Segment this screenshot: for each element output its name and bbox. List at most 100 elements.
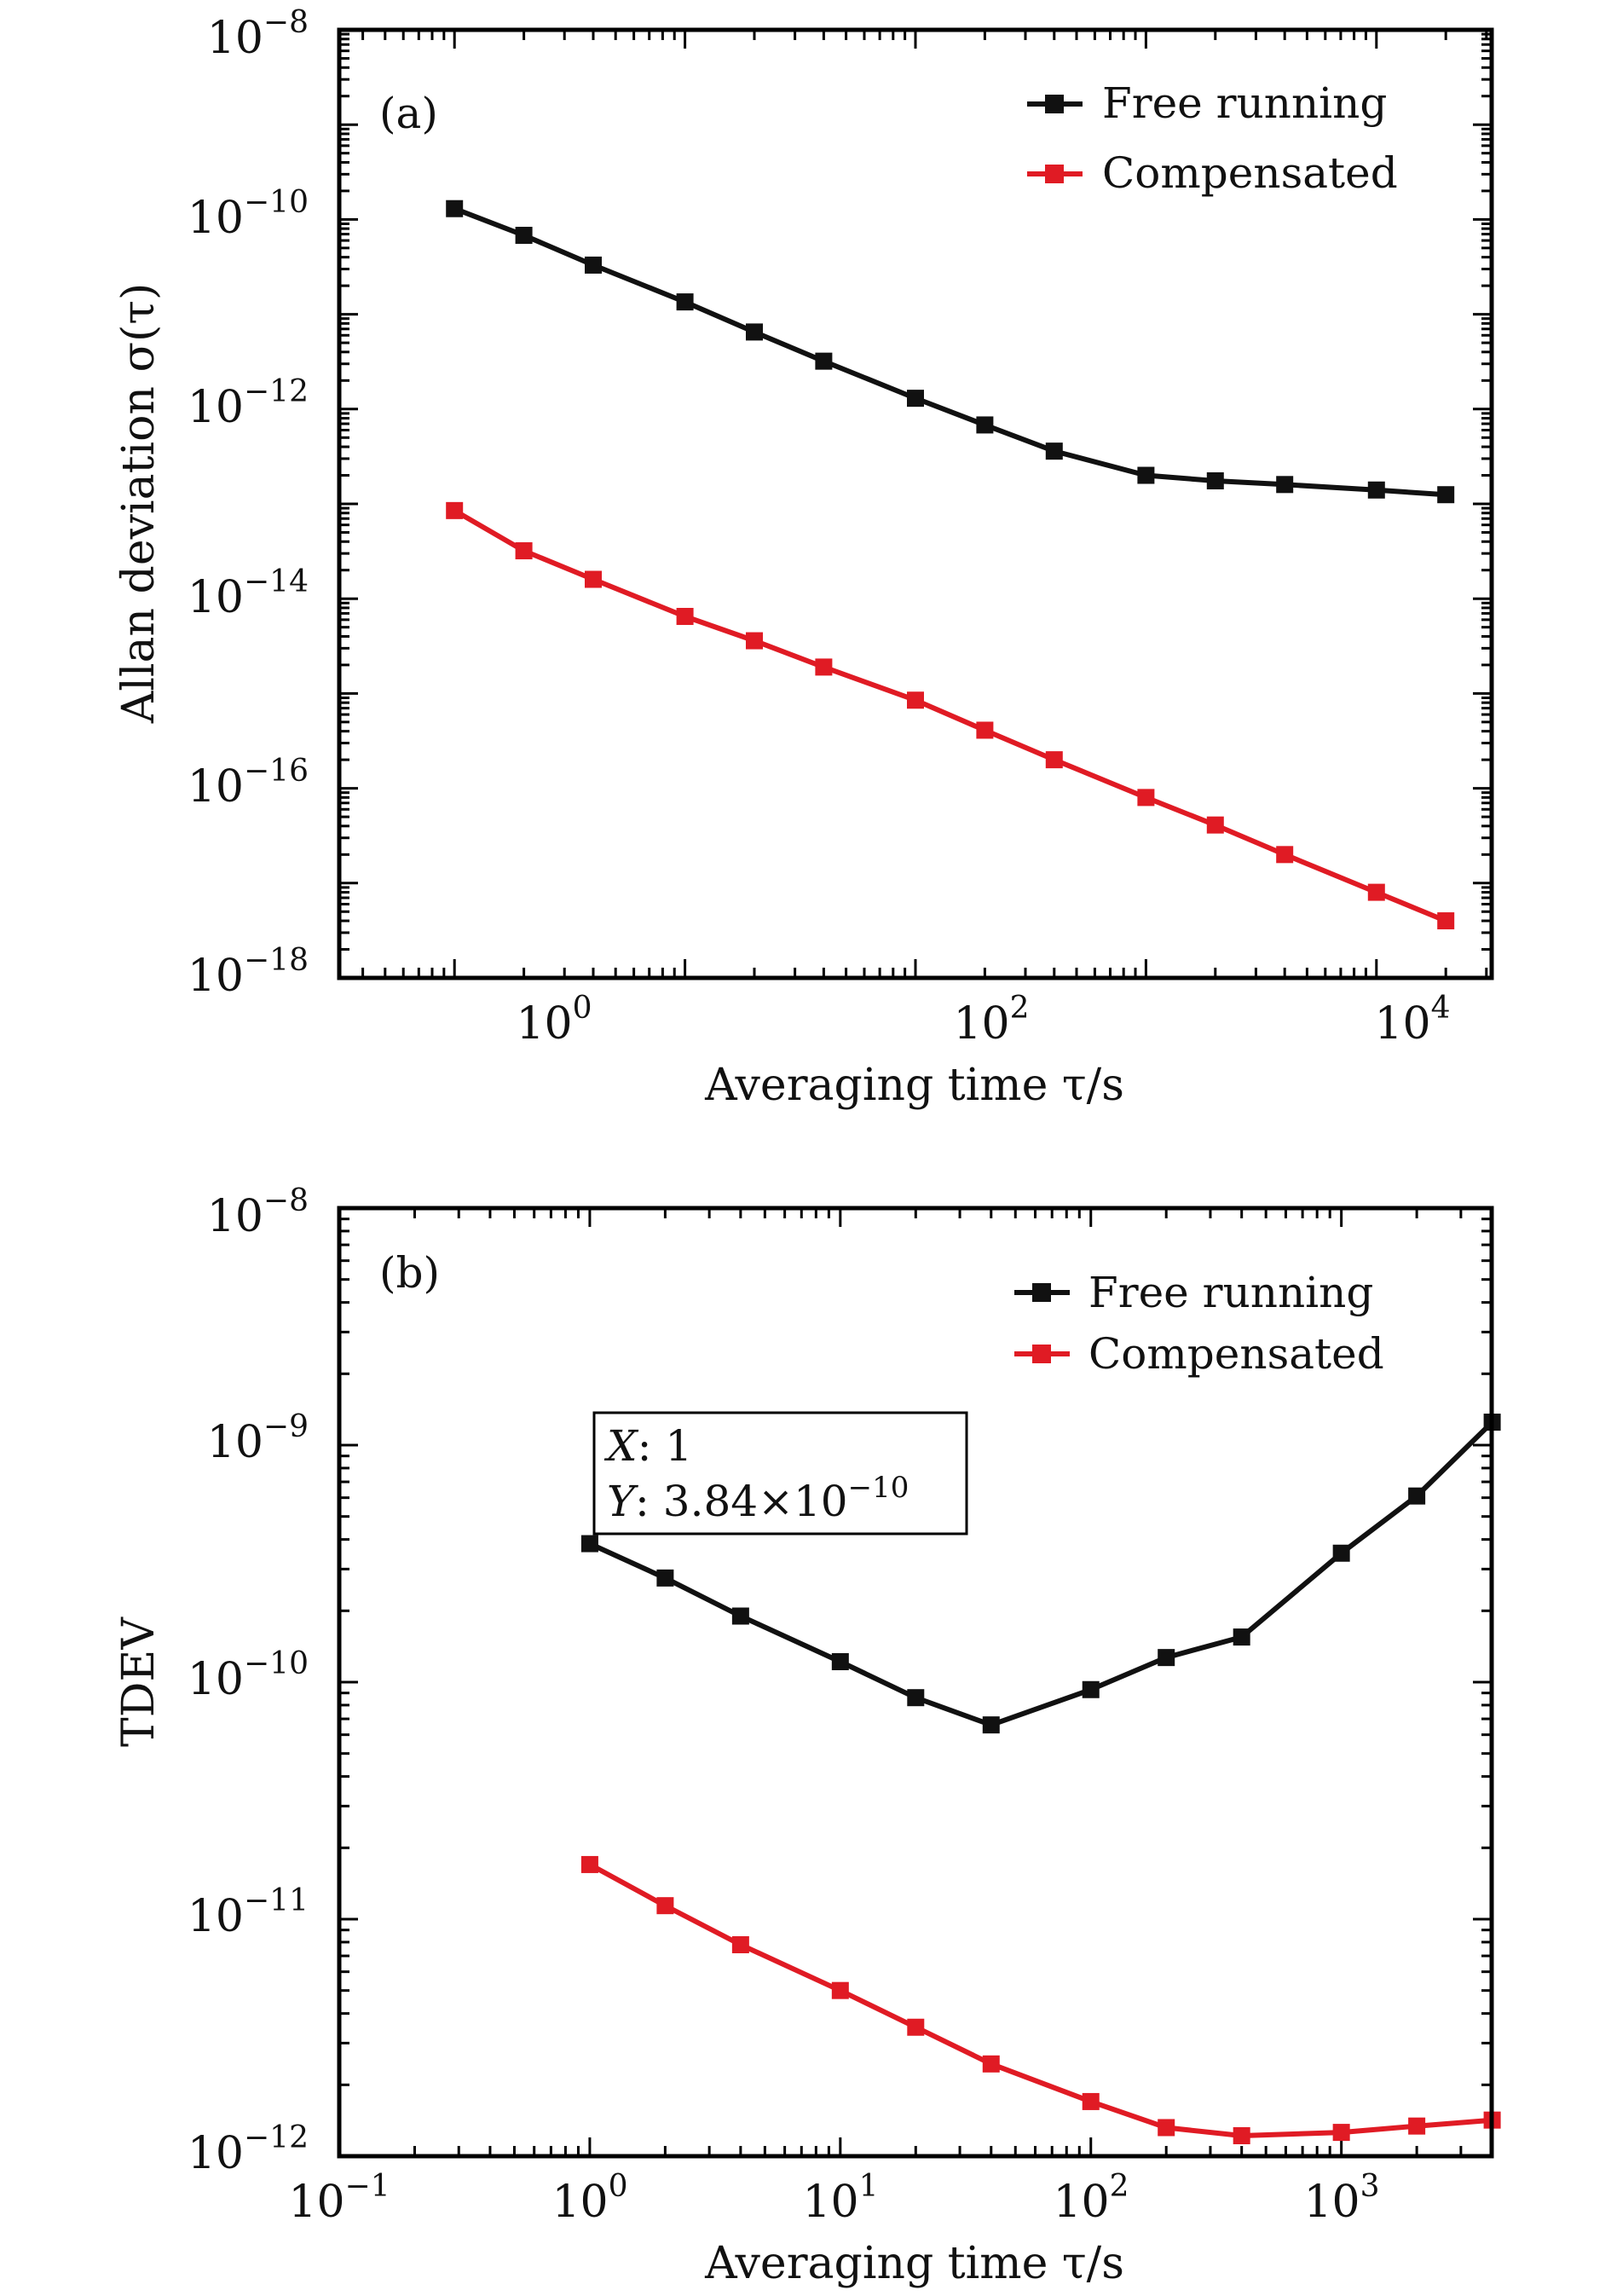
data-point-free-running bbox=[584, 256, 602, 274]
chart-a-x-axis-label: Averaging time τ/s bbox=[704, 1060, 1124, 1111]
data-point-free-running bbox=[831, 1652, 849, 1670]
data-point-free-running bbox=[815, 352, 833, 370]
chart-b: (b) Free running Compensated X: 1 Y: 3.8… bbox=[113, 1183, 1501, 2289]
y-tick-label: 10−8 bbox=[207, 1183, 309, 1242]
data-point-compensated bbox=[1437, 912, 1455, 930]
data-point-compensated bbox=[580, 1855, 598, 1873]
data-point-free-running bbox=[1082, 1680, 1100, 1698]
y-tick-label: 10−11 bbox=[188, 1883, 309, 1942]
chart-a-panel-label: (a) bbox=[379, 89, 438, 138]
data-point-free-running bbox=[1045, 442, 1063, 460]
data-point-free-running bbox=[731, 1607, 749, 1625]
legend-label-compensated: Compensated bbox=[1088, 1329, 1384, 1379]
data-point-compensated bbox=[1233, 2126, 1250, 2144]
data-point-compensated bbox=[1276, 846, 1294, 864]
data-point-free-running bbox=[1233, 1628, 1250, 1646]
datatip-y-readout: Y: 3.84×10−10 bbox=[607, 1471, 909, 1526]
data-point-free-running bbox=[745, 323, 763, 341]
data-point-free-running bbox=[580, 1535, 598, 1553]
chart-b-y-axis-label: TDEV bbox=[113, 1616, 165, 1747]
chart-a-frame bbox=[337, 27, 1494, 980]
x-tick-label: 100 bbox=[516, 991, 592, 1050]
y-tick-label: 10−14 bbox=[188, 564, 309, 623]
data-point-free-running bbox=[446, 200, 464, 217]
y-tick-label: 10−18 bbox=[188, 943, 309, 1002]
chart-a-y-tick-labels: 10−18 10−16 10−14 10−12 10−10 10−8 bbox=[188, 5, 309, 1002]
data-point-free-running bbox=[1408, 1487, 1426, 1505]
data-point-free-running bbox=[656, 1569, 674, 1587]
y-tick-label: 10−12 bbox=[188, 374, 309, 433]
chart-a-legend: Free running Compensated bbox=[1027, 78, 1398, 198]
y-tick-label: 10−10 bbox=[188, 1646, 309, 1705]
datatip-box bbox=[592, 1411, 968, 1535]
x-tick-label: 101 bbox=[802, 2169, 878, 2228]
x-tick-label: 103 bbox=[1303, 2169, 1379, 2228]
data-point-free-running bbox=[1206, 471, 1224, 489]
data-point-compensated bbox=[676, 608, 694, 626]
legend-label-free-running: Free running bbox=[1102, 78, 1387, 128]
data-point-compensated bbox=[1332, 2124, 1350, 2142]
series-line-compensated bbox=[453, 508, 1447, 923]
data-point-compensated bbox=[446, 501, 464, 519]
data-point-free-running bbox=[1437, 486, 1455, 504]
data-point-free-running bbox=[1367, 481, 1385, 499]
chart-a-x-tick-labels: 100 102 104 bbox=[516, 991, 1450, 1050]
series-line-free-running bbox=[453, 205, 1446, 498]
data-point-compensated bbox=[1082, 2092, 1100, 2110]
x-tick-label: 102 bbox=[1053, 2169, 1129, 2228]
data-point-compensated bbox=[907, 2018, 925, 2036]
legend-marker-free-running bbox=[1045, 95, 1064, 113]
legend-label-compensated: Compensated bbox=[1102, 148, 1398, 198]
data-point-free-running bbox=[1137, 466, 1155, 484]
chart-b-x-tick-labels: 10−1 100 101 102 103 bbox=[288, 2169, 1379, 2228]
chart-b-frame bbox=[337, 1206, 1494, 2159]
data-point-compensated bbox=[1206, 816, 1224, 834]
data-point-compensated bbox=[515, 542, 533, 560]
x-tick-label: 102 bbox=[953, 991, 1029, 1050]
datatip[interactable]: X: 1 Y: 3.84×10−10 bbox=[592, 1411, 968, 1535]
y-tick-label: 10−12 bbox=[188, 2120, 309, 2179]
series-line-free-running bbox=[588, 1420, 1494, 1728]
data-point-compensated bbox=[1408, 2117, 1426, 2135]
chart-b-panel-label: (b) bbox=[379, 1248, 440, 1298]
data-point-free-running bbox=[1276, 476, 1294, 494]
legend-marker-free-running bbox=[1032, 1283, 1051, 1302]
chart-a-series bbox=[446, 200, 1455, 930]
data-point-compensated bbox=[815, 658, 833, 676]
series-line-compensated bbox=[588, 1862, 1493, 2138]
data-point-compensated bbox=[745, 632, 763, 650]
chart-b-legend: Free running Compensated bbox=[1014, 1268, 1384, 1379]
data-point-compensated bbox=[731, 1935, 749, 1953]
x-tick-label: 10−1 bbox=[288, 2169, 390, 2228]
chart-a: (a) Free running Compensated 10−18 10−16… bbox=[113, 5, 1494, 1111]
data-point-free-running bbox=[515, 227, 533, 245]
data-point-free-running bbox=[907, 390, 924, 408]
data-point-compensated bbox=[907, 691, 924, 709]
data-point-free-running bbox=[907, 1689, 925, 1707]
y-tick-label: 10−9 bbox=[207, 1409, 309, 1468]
legend-label-free-running: Free running bbox=[1088, 1268, 1373, 1317]
x-tick-label: 104 bbox=[1374, 991, 1450, 1050]
data-point-compensated bbox=[656, 1897, 674, 1915]
data-point-free-running bbox=[982, 1716, 1000, 1734]
legend-marker-compensated bbox=[1032, 1345, 1051, 1363]
chart-b-x-axis-label: Averaging time τ/s bbox=[704, 2238, 1124, 2289]
chart-a-y-axis-label: Allan deviation σ(τ) bbox=[113, 283, 165, 725]
data-point-compensated bbox=[831, 1981, 849, 1999]
data-point-free-running bbox=[1332, 1544, 1350, 1562]
y-tick-label: 10−8 bbox=[207, 5, 309, 64]
data-point-compensated bbox=[1367, 883, 1385, 901]
data-point-free-running bbox=[676, 293, 694, 311]
x-tick-label: 100 bbox=[551, 2169, 627, 2228]
data-point-compensated bbox=[584, 570, 602, 588]
data-point-free-running bbox=[1158, 1649, 1175, 1667]
data-point-compensated bbox=[982, 2055, 1000, 2073]
data-point-compensated bbox=[1045, 751, 1063, 769]
legend-marker-compensated bbox=[1045, 165, 1064, 183]
chart-b-y-tick-labels: 10−12 10−11 10−10 10−9 10−8 bbox=[188, 1183, 309, 2179]
datatip-x-readout: X: 1 bbox=[603, 1421, 692, 1471]
data-point-compensated bbox=[1158, 2119, 1175, 2137]
y-tick-label: 10−10 bbox=[188, 185, 309, 244]
chart-b-series bbox=[580, 1414, 1501, 2144]
